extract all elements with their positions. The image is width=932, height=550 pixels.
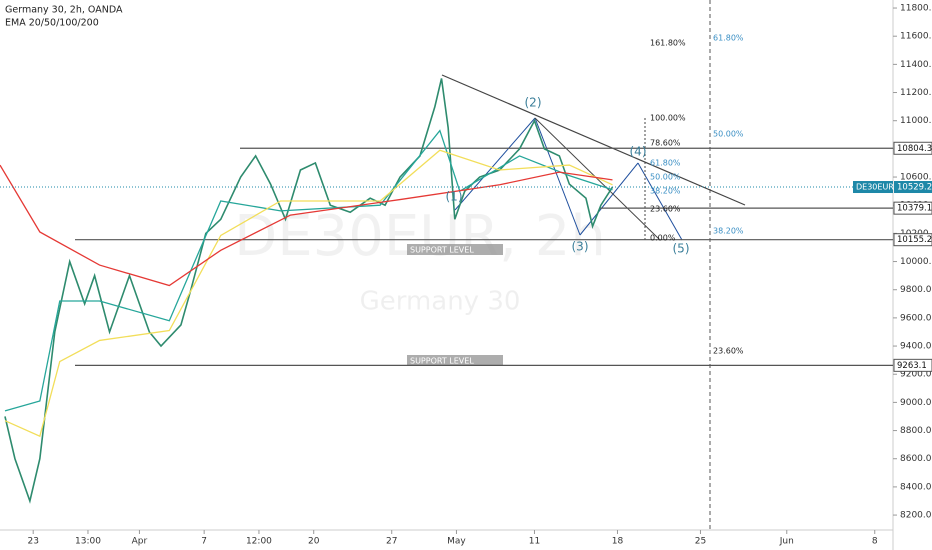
watermark: Germany 30 — [360, 287, 521, 317]
y-tick-label: 11200.0 — [900, 88, 932, 98]
level-label: 9263.1 — [897, 361, 927, 371]
support-label: SUPPORT LEVEL — [410, 246, 474, 255]
current-price-label: 10529.2 — [897, 183, 932, 193]
x-tick-label: 13:00 — [75, 537, 101, 547]
wave-label: (2) — [525, 96, 542, 110]
y-tick-label: 11400.0 — [900, 60, 932, 70]
current-price-name-box — [853, 181, 893, 194]
level-tag — [893, 358, 932, 372]
current-price-name: DE30EUR — [856, 183, 894, 192]
fib-line — [534, 117, 661, 241]
y-tick-label: 10600.0 — [900, 173, 932, 183]
level-tag — [893, 233, 932, 247]
x-tick-label: Apr — [132, 537, 148, 547]
fib-label: 38.20% — [713, 227, 744, 236]
wave-line — [579, 162, 639, 236]
y-tick-label: 11800.0 — [900, 4, 932, 14]
wave-label: (5) — [673, 242, 690, 256]
x-tick-label: 25 — [695, 537, 706, 547]
level-label: 10379.1 — [897, 204, 932, 214]
support-label: SUPPORT LEVEL — [410, 357, 474, 366]
fib-label: 38.20% — [650, 187, 681, 196]
x-tick-label: 8 — [872, 537, 878, 547]
x-tick-label: 7 — [201, 537, 207, 547]
watermark: DE30EUR, 2h — [234, 204, 606, 269]
level-label: 10804.3 — [897, 144, 932, 154]
y-tick-label: 8200.0 — [900, 511, 932, 521]
x-tick-label: 12:00 — [246, 537, 272, 547]
x-tick-label: 18 — [612, 537, 624, 547]
y-tick-label: 11000.0 — [900, 116, 932, 126]
fib-label: 61.80% — [650, 159, 681, 168]
x-tick-label: May — [447, 537, 466, 547]
y-tick-label: 9000.0 — [900, 398, 932, 408]
fib-label: 0.00% — [650, 234, 676, 243]
header-indicator: EMA 20/50/100/200 — [5, 18, 99, 29]
x-tick-label: 20 — [308, 537, 320, 547]
y-tick-label: 9400.0 — [900, 342, 932, 352]
current-price-box — [894, 181, 932, 194]
support-box — [407, 244, 503, 255]
y-tick-label: 9800.0 — [900, 285, 932, 295]
series-line — [4, 149, 613, 438]
level-tag — [893, 141, 932, 155]
fib-label: 100.00% — [650, 114, 686, 123]
header-title: Germany 30, 2h, OANDA — [5, 5, 123, 16]
series-line — [4, 129, 613, 412]
y-tick-label: 8800.0 — [900, 426, 932, 436]
trend-line — [441, 74, 746, 206]
wave-label: (4) — [630, 145, 647, 159]
series-line — [4, 78, 614, 504]
x-tick-label: Jun — [779, 537, 794, 547]
fib-label: 78.60% — [650, 139, 681, 148]
level-label: 10155.2 — [897, 235, 932, 245]
y-tick-label: 9200.0 — [900, 370, 932, 380]
y-tick-label: 10000.0 — [900, 257, 932, 267]
y-tick-label: 8400.0 — [900, 482, 932, 492]
fib-label: 23.60% — [650, 205, 681, 214]
fib-label: 50.00% — [713, 130, 744, 139]
x-tick-label: 23 — [27, 537, 38, 547]
fib-label: 61.80% — [713, 34, 744, 43]
fib-label: 50.00% — [650, 173, 681, 182]
support-box — [407, 355, 503, 366]
y-tick-label: 8600.0 — [900, 454, 932, 464]
y-tick-label: 9600.0 — [900, 313, 932, 323]
x-tick-label: 11 — [529, 537, 540, 547]
wave-line — [534, 117, 581, 236]
fib-label: 161.80% — [650, 39, 686, 48]
wave-line — [454, 117, 536, 211]
level-tag — [893, 201, 932, 215]
fib-label: 23.60% — [713, 347, 744, 356]
y-tick-label: 11600.0 — [900, 32, 932, 42]
wave-label: (1) — [446, 190, 463, 204]
x-tick-label: 27 — [386, 537, 397, 547]
series-line — [0, 164, 613, 287]
wave-label: (3) — [572, 240, 589, 254]
